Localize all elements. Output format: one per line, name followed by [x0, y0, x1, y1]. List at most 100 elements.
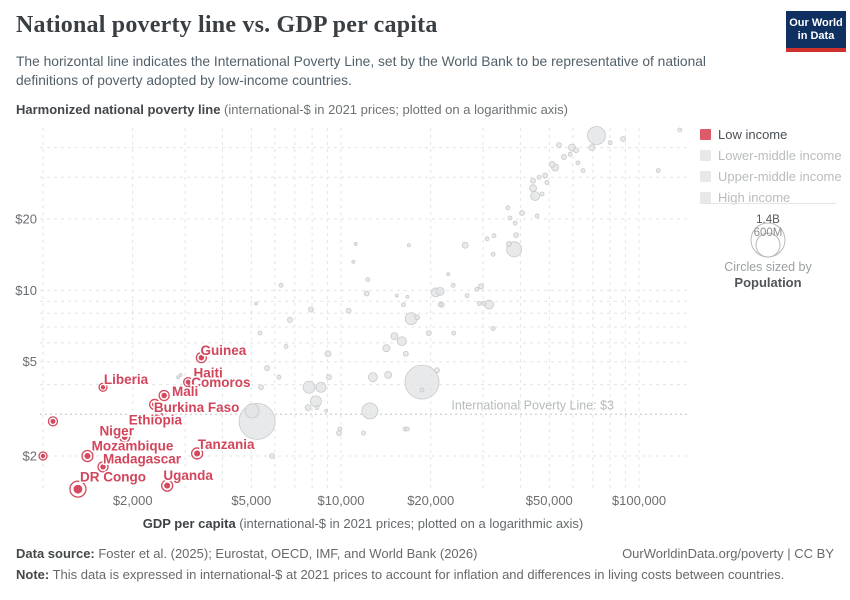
- data-point-bubble[interactable]: [365, 277, 371, 283]
- data-point-bubble[interactable]: [315, 381, 327, 393]
- data-point-bubble[interactable]: [513, 232, 520, 239]
- data-point-bubble[interactable]: [573, 147, 579, 154]
- legend-item-lower-middle-income[interactable]: Lower-middle income: [700, 148, 850, 163]
- data-point-bubble[interactable]: [351, 259, 356, 264]
- data-point-bubble[interactable]: [539, 191, 545, 197]
- data-point-bubble[interactable]: [361, 430, 366, 436]
- data-point-bubble[interactable]: [257, 330, 263, 336]
- data-point-bubble[interactable]: [401, 302, 406, 308]
- country-point-uganda[interactable]: [161, 479, 174, 492]
- data-point-bubble[interactable]: [530, 191, 540, 201]
- data-point-bubble[interactable]: [534, 213, 540, 219]
- data-point-bubble[interactable]: [506, 241, 512, 247]
- legend-item-low-income[interactable]: Low income: [700, 127, 850, 142]
- data-point-bubble[interactable]: [254, 301, 259, 306]
- data-point-bubble[interactable]: [283, 344, 289, 349]
- country-point-mozambique[interactable]: [81, 449, 94, 463]
- legend-item-upper-middle-income[interactable]: Upper-middle income: [700, 169, 850, 184]
- data-point-bubble[interactable]: [505, 205, 511, 211]
- data-point-bubble[interactable]: [244, 403, 260, 419]
- data-point-bubble[interactable]: [437, 302, 443, 308]
- data-point-bubble[interactable]: [575, 160, 581, 166]
- data-point-bubble[interactable]: [425, 330, 432, 337]
- data-point-bubble[interactable]: [512, 220, 518, 226]
- data-point-bubble[interactable]: [536, 174, 542, 180]
- data-point-bubble[interactable]: [337, 426, 343, 432]
- data-point-bubble[interactable]: [314, 405, 320, 411]
- country-point-madagascar[interactable]: [97, 461, 109, 473]
- country-point-tanzania[interactable]: [190, 447, 204, 460]
- data-point-bubble[interactable]: [394, 293, 399, 298]
- data-point-bubble[interactable]: [269, 453, 275, 459]
- low-income-point[interactable]: [38, 451, 48, 461]
- country-point-niger[interactable]: [119, 431, 131, 443]
- data-point-bubble[interactable]: [324, 408, 328, 413]
- data-point-bubble[interactable]: [361, 402, 379, 420]
- data-point-bubble[interactable]: [368, 372, 378, 383]
- data-point-bubble[interactable]: [587, 126, 606, 145]
- owid-logo[interactable]: Our World in Data: [786, 11, 846, 52]
- data-point-bubble[interactable]: [548, 160, 556, 168]
- data-point-bubble[interactable]: [176, 375, 180, 380]
- data-point-bubble[interactable]: [491, 233, 497, 239]
- data-point-bubble[interactable]: [655, 168, 661, 174]
- data-point-bubble[interactable]: [474, 286, 480, 292]
- data-point-bubble[interactable]: [336, 430, 342, 436]
- data-point-bubble[interactable]: [620, 136, 626, 142]
- country-point-ethiopia[interactable]: [150, 411, 165, 425]
- data-point-bubble[interactable]: [530, 177, 536, 184]
- country-point-dr-congo[interactable]: [69, 480, 87, 498]
- data-point-bubble[interactable]: [434, 367, 440, 374]
- data-point-bubble[interactable]: [484, 236, 490, 242]
- data-point-bubble[interactable]: [478, 283, 484, 290]
- country-point-comoros[interactable]: [188, 381, 196, 389]
- country-point-liberia[interactable]: [98, 382, 108, 392]
- data-point-bubble[interactable]: [588, 144, 596, 152]
- data-point-bubble[interactable]: [302, 380, 316, 394]
- low-income-point[interactable]: [47, 416, 59, 427]
- data-point-bubble[interactable]: [556, 142, 562, 149]
- data-point-bubble[interactable]: [607, 140, 613, 146]
- data-point-bubble[interactable]: [542, 172, 548, 179]
- data-point-bubble[interactable]: [407, 243, 411, 248]
- data-point-bubble[interactable]: [405, 294, 410, 299]
- data-point-bubble[interactable]: [310, 395, 322, 408]
- data-point-bubble[interactable]: [396, 336, 407, 347]
- data-point-bubble[interactable]: [419, 387, 425, 393]
- data-point-bubble[interactable]: [276, 374, 282, 380]
- data-point-bubble[interactable]: [278, 282, 284, 288]
- data-point-bubble[interactable]: [544, 180, 550, 185]
- data-point-bubble[interactable]: [178, 372, 183, 377]
- data-point-bubble[interactable]: [382, 344, 391, 353]
- data-point-bubble[interactable]: [353, 242, 358, 246]
- data-point-bubble[interactable]: [446, 272, 451, 277]
- data-point-bubble[interactable]: [507, 215, 513, 221]
- data-point-bubble[interactable]: [519, 210, 525, 216]
- data-point-bubble[interactable]: [345, 307, 352, 314]
- data-point-bubble[interactable]: [451, 330, 457, 336]
- data-point-bubble[interactable]: [490, 326, 496, 331]
- data-point-bubble[interactable]: [390, 332, 399, 341]
- data-point-bubble[interactable]: [287, 317, 293, 323]
- data-point-bubble[interactable]: [677, 127, 683, 133]
- data-point-bubble[interactable]: [450, 282, 456, 288]
- data-point-bubble[interactable]: [308, 306, 314, 313]
- data-point-bubble[interactable]: [402, 350, 409, 357]
- data-point-bubble[interactable]: [481, 301, 487, 306]
- data-point-bubble[interactable]: [264, 365, 271, 371]
- data-point-bubble[interactable]: [461, 241, 469, 249]
- data-point-bubble[interactable]: [435, 286, 445, 296]
- data-point-bubble[interactable]: [490, 251, 496, 257]
- data-point-bubble[interactable]: [404, 364, 440, 400]
- data-point-bubble[interactable]: [258, 384, 264, 391]
- country-point-burkina-faso[interactable]: [149, 398, 161, 411]
- data-point-bubble[interactable]: [304, 404, 312, 412]
- legend-item-high-income[interactable]: High income: [700, 190, 850, 205]
- country-point-guinea[interactable]: [195, 352, 208, 364]
- data-point-bubble[interactable]: [529, 184, 537, 193]
- data-point-bubble[interactable]: [326, 374, 332, 381]
- footer-link[interactable]: OurWorldinData.org/poverty | CC BY: [622, 546, 834, 561]
- data-point-bubble[interactable]: [324, 350, 332, 358]
- data-point-bubble[interactable]: [384, 370, 393, 379]
- data-point-bubble[interactable]: [464, 293, 470, 299]
